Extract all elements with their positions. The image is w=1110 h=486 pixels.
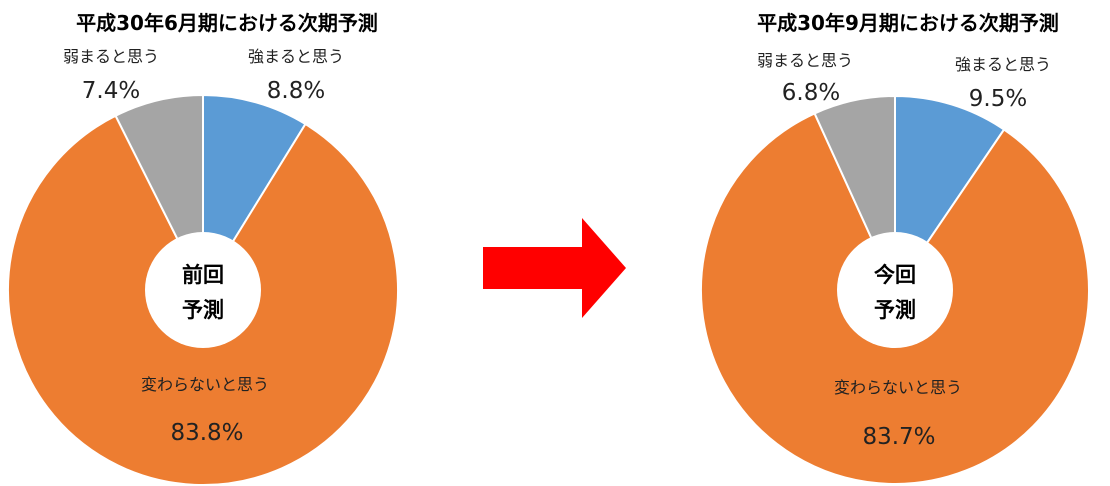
center-hole [837,232,953,348]
slice-value-weaken: 7.4% [82,78,140,104]
slice-value-unchanged: 83.8% [170,420,243,446]
slice-value-weaken: 6.8% [782,80,840,106]
center-label-line-2: 予測 [182,298,224,322]
slice-label-unchanged: 変わらないと思う [834,378,962,397]
slice-label-weaken: 弱まると思う [757,51,853,70]
slice-label-strengthen: 強まると思う [955,55,1051,74]
slice-value-unchanged: 83.7% [862,424,935,450]
pie-chart-current: 平成30年9月期における次期予測 今回 予測 強まると思う 9.5% 弱まると思… [700,11,1090,485]
center-label-line-2: 予測 [874,298,916,322]
pie-chart-previous: 平成30年6月期における次期予測 前回 予測 強まると思う 8.8% 弱まると思… [7,11,399,486]
chart-title: 平成30年6月期における次期予測 [76,11,378,35]
center-hole [145,232,261,348]
slice-label-strengthen: 強まると思う [248,47,344,66]
slice-label-unchanged: 変わらないと思う [141,375,269,394]
chart-title: 平成30年9月期における次期予測 [757,11,1059,35]
slice-label-weaken: 弱まると思う [63,47,159,66]
slice-value-strengthen: 8.8% [267,78,325,104]
slice-value-strengthen: 9.5% [969,86,1027,112]
center-label-line-1: 今回 [874,263,916,287]
right-arrow-icon [483,218,626,318]
center-label-line-1: 前回 [182,263,224,287]
